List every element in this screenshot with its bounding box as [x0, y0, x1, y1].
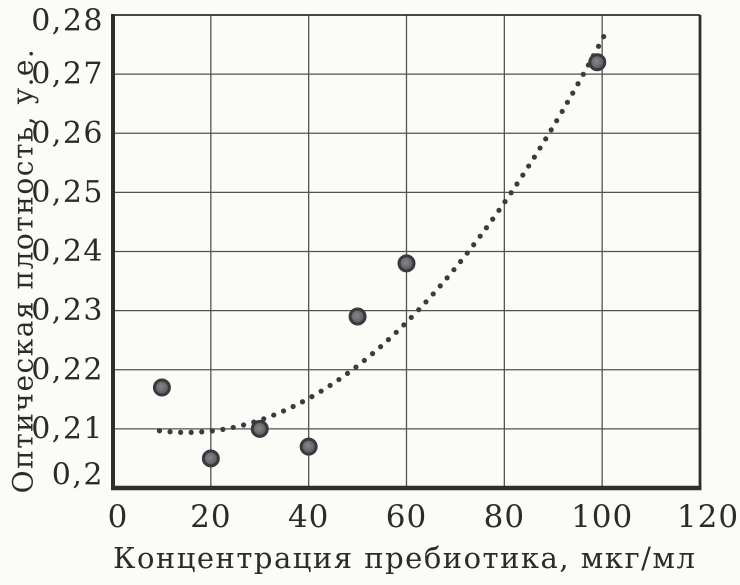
trendline-dot [336, 376, 342, 383]
trendline-dot [575, 81, 581, 87]
data-point [152, 378, 171, 397]
trendline-dot [188, 429, 194, 435]
trendline-dot [570, 90, 576, 96]
trendline-dot [178, 429, 184, 435]
trendline-dot [290, 403, 296, 410]
trendline-dot [458, 258, 464, 265]
trendline-dot [471, 242, 477, 248]
trendline-dot [318, 388, 324, 394]
x-axis-label: Концентрация пребиотика, мкг/мл [113, 541, 697, 575]
trendline-dot [531, 154, 537, 160]
trendline-dot [595, 43, 602, 49]
trendline-dot [241, 422, 247, 428]
data-point [299, 437, 318, 456]
trendline-dot [369, 351, 376, 357]
trendline-dot [580, 71, 586, 77]
x-tick-label: 80 [484, 499, 525, 535]
x-tick-label: 20 [190, 499, 231, 535]
y-tick-label: 0,23 [31, 293, 104, 328]
data-point [201, 449, 220, 468]
y-tick-label: 0,2 [52, 458, 104, 493]
x-tick-label: 120 [677, 499, 739, 535]
y-tick-label: 0,22 [31, 352, 104, 387]
trendline-dot [601, 34, 607, 40]
y-tick-label: 0,26 [31, 116, 104, 151]
y-tick-label: 0,27 [31, 57, 104, 92]
trendline-dot [502, 199, 508, 205]
trendline-dot [271, 412, 277, 418]
trendline-dot [496, 207, 502, 213]
trendline-dot [520, 172, 526, 178]
trendline-dot [385, 337, 392, 343]
trendline-dot [209, 428, 215, 434]
trendline-dot [156, 428, 163, 434]
trendline-dot [430, 291, 436, 297]
trendline-dot [464, 250, 470, 256]
y-tick-label: 0,25 [31, 175, 104, 210]
trendline-dot [490, 216, 496, 222]
trendline-dot [299, 399, 306, 405]
trendline-dot [353, 364, 359, 370]
x-tick-label: 60 [386, 499, 427, 535]
trendline-dot [437, 283, 443, 289]
trendline-dot [477, 233, 483, 239]
y-tick-label: 0,21 [31, 411, 104, 446]
trendline-dot [280, 408, 287, 414]
trendline-dot [444, 275, 450, 281]
trendline-dot [559, 108, 565, 115]
trendline-dot [564, 99, 571, 105]
trendline-dot [451, 267, 457, 273]
data-point [250, 419, 269, 438]
data-point [348, 307, 367, 326]
y-tick-label: 0,24 [31, 234, 104, 269]
trendline-dot [199, 429, 205, 435]
trendline-dot [554, 118, 560, 124]
trendline-dot [309, 394, 315, 400]
trendline-dot [393, 329, 399, 335]
x-tick-label: 100 [571, 499, 633, 535]
trendline-dot [548, 127, 554, 133]
trendline-dot [361, 357, 367, 364]
data-point [397, 254, 416, 273]
y-tick-label: 0,28 [31, 4, 104, 39]
trendline-dot [537, 145, 543, 151]
trendline-dot [526, 163, 532, 169]
trendline-dot [220, 426, 226, 432]
trendline-dot [377, 344, 384, 350]
trendline-dot [423, 299, 429, 305]
trendline-dot [483, 225, 490, 231]
trendline-dot [327, 382, 333, 389]
trendline-dot [344, 370, 351, 377]
trendline-dot [543, 136, 549, 142]
data-point [588, 53, 607, 72]
trendline-dot [408, 314, 414, 321]
x-tick-label: 0 [108, 499, 129, 535]
trendline-dot [508, 190, 514, 196]
trendline-dot [401, 322, 407, 328]
x-tick-label: 40 [288, 499, 329, 535]
trendline-dot [230, 424, 236, 431]
trendline-dot [416, 307, 422, 313]
trendline-dot [514, 181, 520, 187]
trendline-dot [167, 429, 173, 435]
trendline-dot [261, 416, 267, 422]
